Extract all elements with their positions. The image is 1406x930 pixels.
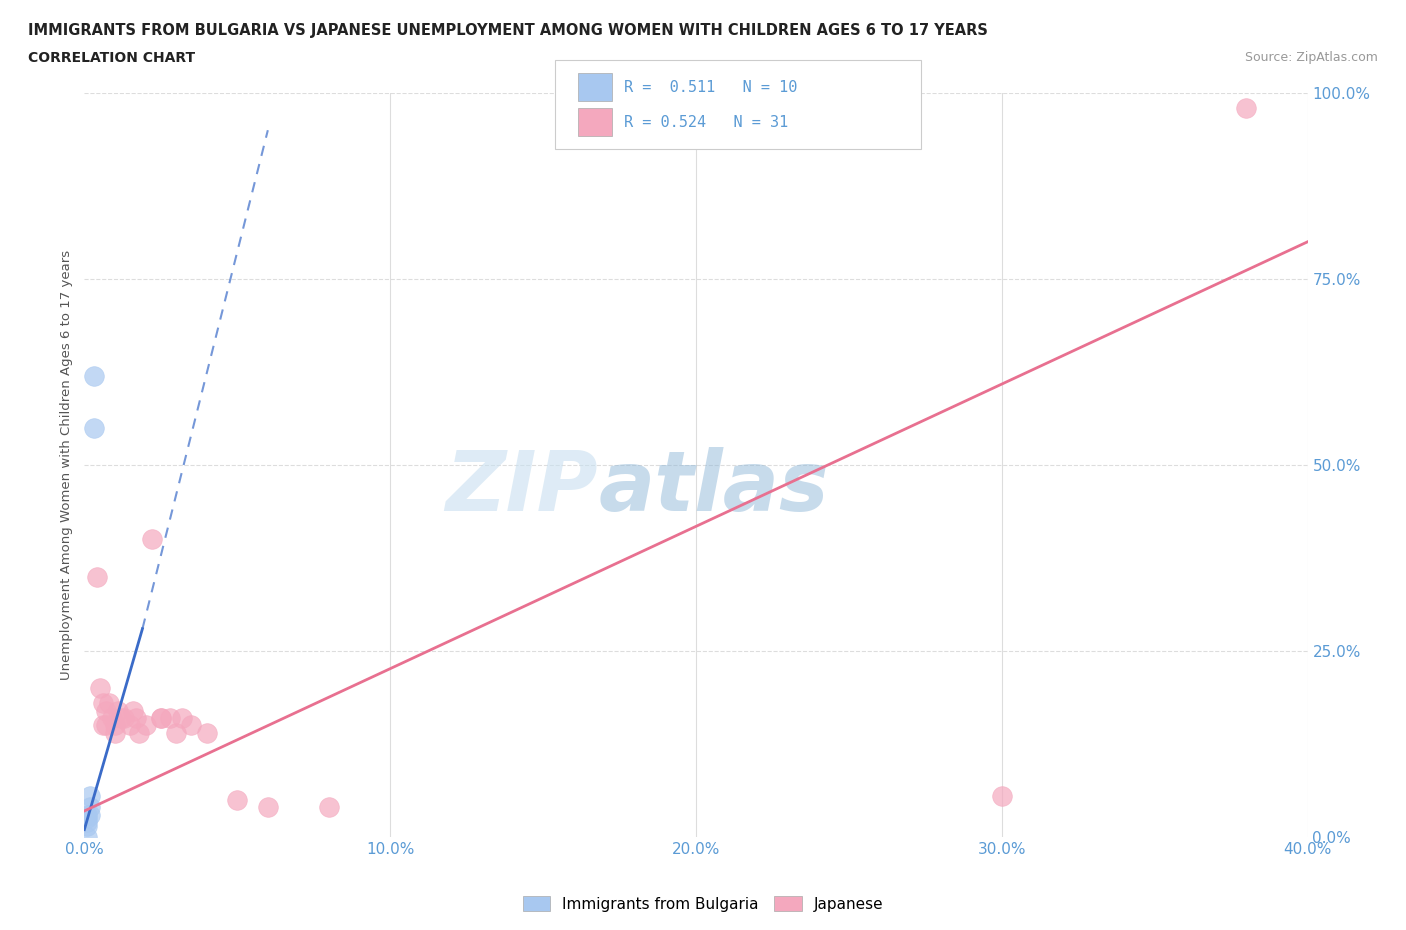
Point	[110, 711, 132, 725]
Y-axis label: Unemployment Among Women with Children Ages 6 to 17 years: Unemployment Among Women with Children A…	[59, 250, 73, 680]
Point	[107, 703, 129, 718]
Point	[226, 792, 249, 807]
Point	[97, 696, 120, 711]
Text: R = 0.524   N = 31: R = 0.524 N = 31	[624, 114, 789, 129]
Point	[79, 800, 101, 815]
Text: IMMIGRANTS FROM BULGARIA VS JAPANESE UNEMPLOYMENT AMONG WOMEN WITH CHILDREN AGES: IMMIGRANTS FROM BULGARIA VS JAPANESE UNE…	[28, 23, 988, 38]
Point	[195, 725, 218, 740]
Point	[318, 800, 340, 815]
Point	[122, 703, 145, 718]
Point	[101, 711, 124, 725]
Point	[79, 807, 101, 822]
Text: CORRELATION CHART: CORRELATION CHART	[28, 51, 195, 65]
Point	[76, 818, 98, 833]
Legend: Immigrants from Bulgaria, Japanese: Immigrants from Bulgaria, Japanese	[516, 889, 890, 918]
Point	[104, 718, 127, 733]
Point	[76, 807, 98, 822]
Text: ZIP: ZIP	[446, 446, 598, 528]
Point	[91, 696, 114, 711]
Point	[83, 368, 105, 383]
Point	[159, 711, 181, 725]
Point	[1236, 100, 1258, 115]
Point	[135, 718, 157, 733]
Point	[125, 711, 148, 725]
Point	[86, 569, 108, 584]
Point	[120, 718, 142, 733]
Text: atlas: atlas	[598, 446, 828, 528]
Point	[76, 811, 98, 826]
Point	[104, 725, 127, 740]
Point	[165, 725, 187, 740]
Point	[128, 725, 150, 740]
Point	[94, 718, 117, 733]
Point	[149, 711, 172, 725]
Point	[180, 718, 202, 733]
Point	[141, 532, 163, 547]
Point	[76, 830, 98, 844]
Point	[172, 711, 194, 725]
Point	[257, 800, 280, 815]
Point	[149, 711, 172, 725]
Point	[76, 815, 98, 830]
Text: R =  0.511   N = 10: R = 0.511 N = 10	[624, 80, 797, 95]
Point	[94, 703, 117, 718]
Point	[991, 789, 1014, 804]
Point	[91, 718, 114, 733]
Point	[79, 789, 101, 804]
Point	[83, 420, 105, 435]
Text: Source: ZipAtlas.com: Source: ZipAtlas.com	[1244, 51, 1378, 64]
Point	[89, 681, 111, 696]
Point	[112, 711, 135, 725]
